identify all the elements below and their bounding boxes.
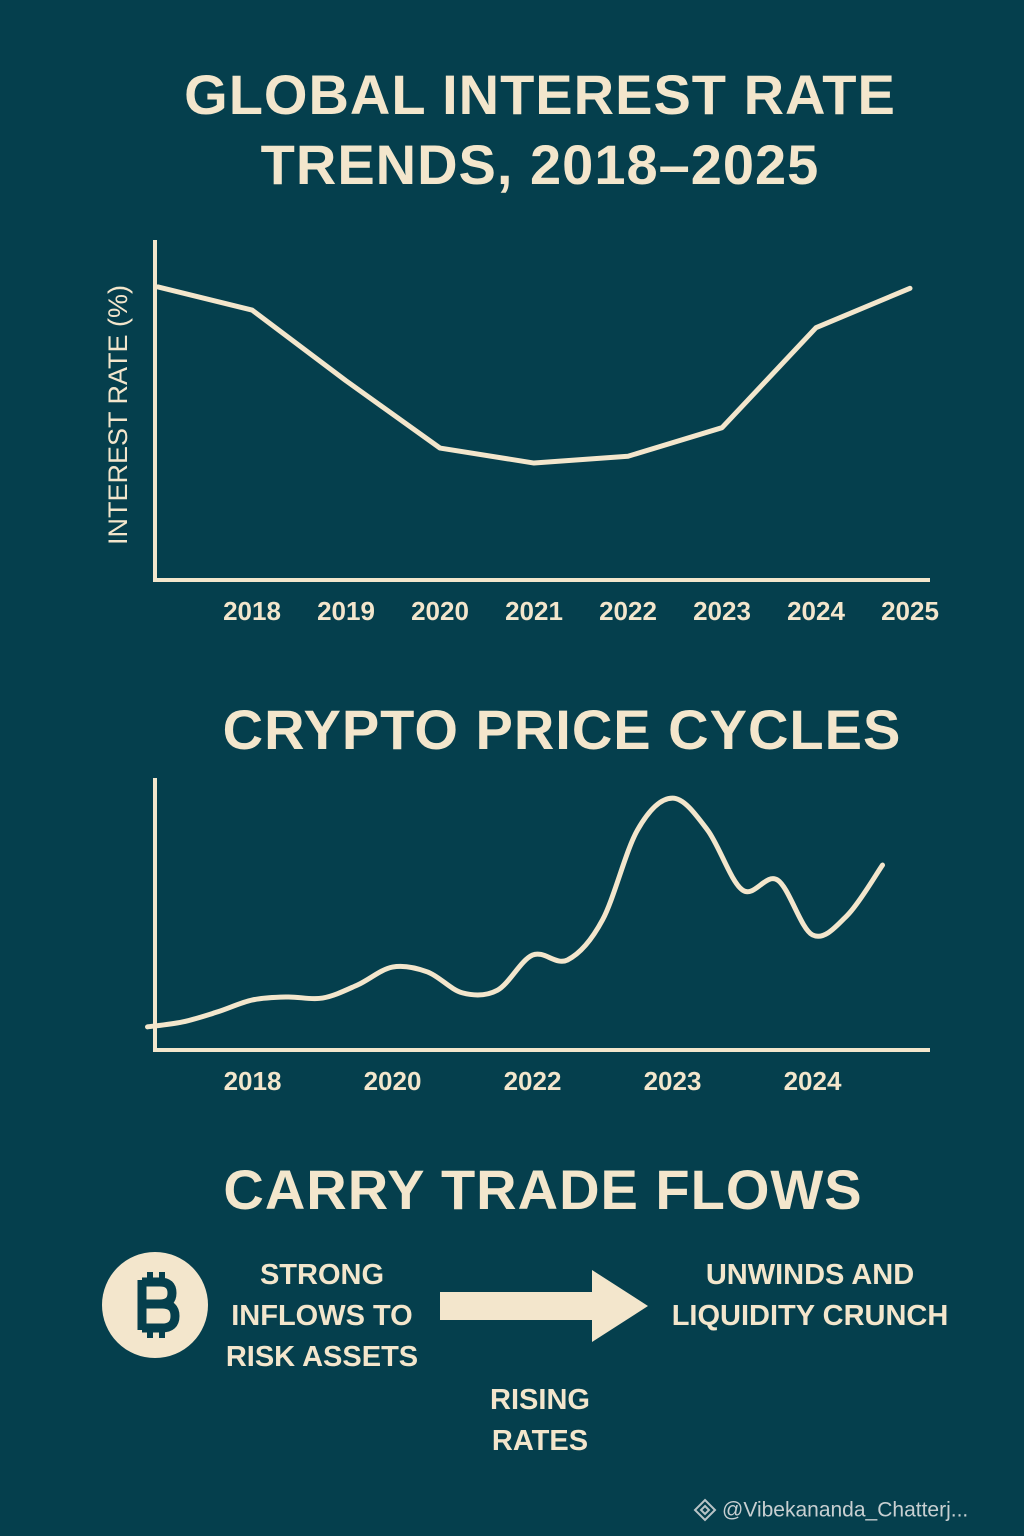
x-tick-label: 2023 [644, 1066, 702, 1096]
bitcoin-symbol [137, 1272, 180, 1338]
data-line [155, 284, 913, 466]
data-line [145, 795, 885, 1030]
flow-arrow [440, 1270, 648, 1342]
x-tick-label: 2023 [693, 596, 751, 626]
chart-title: CRYPTO PRICE CYCLES [222, 698, 902, 761]
flow-left: STRONG INFLOWS TO RISK ASSETS [225, 1259, 419, 1373]
x-tick-label: 2019 [317, 596, 375, 626]
watermark-icon [693, 1498, 717, 1522]
x-tick-label: 2018 [223, 596, 281, 626]
x-tick-label: 2024 [787, 596, 845, 626]
x-tick-label: 2021 [505, 596, 563, 626]
x-tick-label: 2022 [599, 596, 657, 626]
y-axis-label: INTEREST RATE (%) [103, 285, 133, 545]
x-tick-label: 2020 [364, 1066, 422, 1096]
flow-right: UNWINDS AND LIQUIDITY CRUNCH [671, 1259, 949, 1332]
flow-arrow-label: RISING RATES [490, 1384, 590, 1457]
x-tick-label: 2022 [504, 1066, 562, 1096]
chart-title: GLOBAL INTEREST RATE TRENDS, 2018–2025 [184, 63, 896, 196]
x-tick-label: 2020 [411, 596, 469, 626]
x-tick-label: 2018 [224, 1066, 282, 1096]
x-tick-label: 2024 [784, 1066, 842, 1096]
flow-title: CARRY TRADE FLOWS [223, 1158, 863, 1221]
x-tick-label: 2025 [881, 596, 939, 626]
watermark: @Vibekananda_Chatterj... [722, 1499, 968, 1522]
